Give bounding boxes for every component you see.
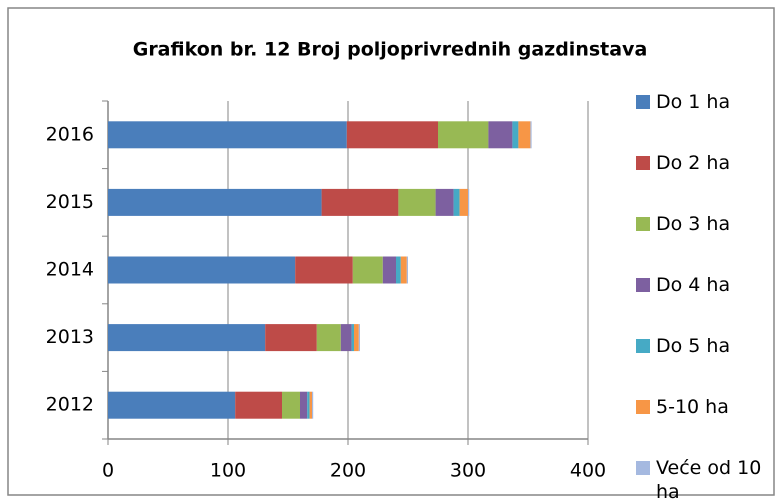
bar-segment xyxy=(295,256,353,284)
bar-segment xyxy=(400,256,407,284)
bar-segment xyxy=(108,256,296,284)
bar-segment xyxy=(316,324,341,352)
bar-segment xyxy=(382,256,396,284)
bar-segment xyxy=(108,324,266,352)
legend-swatch xyxy=(636,278,650,292)
bar-segment xyxy=(435,188,454,216)
legend-label: Do 1 ha xyxy=(656,91,731,113)
bar-segment xyxy=(108,121,347,149)
bar-segment xyxy=(488,121,513,149)
bar-segment xyxy=(438,121,489,149)
bar-segment xyxy=(282,391,300,419)
bar-segment xyxy=(512,121,519,149)
legend-swatch xyxy=(636,400,650,414)
bar-segment xyxy=(459,188,468,216)
bar-segment xyxy=(108,188,322,216)
bar-segment xyxy=(354,324,359,352)
legend-item: Do 3 ha xyxy=(636,212,774,236)
bar-segment xyxy=(406,256,408,284)
legend-label: Do 5 ha xyxy=(656,335,731,357)
legend-item: Do 5 ha xyxy=(636,334,774,358)
legend-item: Do 4 ha xyxy=(636,273,774,297)
bar-segment xyxy=(312,391,314,419)
bar-segment xyxy=(309,391,312,419)
legend-item: 5-10 ha xyxy=(636,395,774,419)
bar-segment xyxy=(352,256,383,284)
bar-segment xyxy=(108,391,236,419)
y-tick-label: 2013 xyxy=(46,326,94,348)
legend-item: Do 1 ha xyxy=(636,90,774,114)
legend-swatch xyxy=(636,339,650,353)
bar-segment xyxy=(396,256,401,284)
legend-label: Veće od 10 ha xyxy=(656,457,762,503)
bar-segment xyxy=(307,391,310,419)
y-tick-label: 2015 xyxy=(46,191,94,213)
y-tick-label: 2014 xyxy=(46,259,94,281)
legend-label: Do 2 ha xyxy=(656,152,731,174)
y-tick-label: 2016 xyxy=(46,123,94,145)
bar-segment xyxy=(398,188,436,216)
y-tick-label: 2012 xyxy=(46,394,94,416)
bar-segment xyxy=(265,324,317,352)
chart-title: Grafikon br. 12 Broj poljoprivrednih gaz… xyxy=(133,39,648,61)
legend-label: Do 3 ha xyxy=(656,213,731,235)
legend-swatch xyxy=(636,156,650,170)
bar-segment xyxy=(235,391,282,419)
bar-segment xyxy=(468,188,470,216)
legend-item: Veće od 10 ha xyxy=(636,456,774,503)
bar-segment xyxy=(321,188,399,216)
bar-segment xyxy=(453,188,460,216)
bar-segment xyxy=(518,121,531,149)
legend-swatch xyxy=(636,95,650,109)
bar-segment xyxy=(530,121,532,149)
legend-swatch xyxy=(636,217,650,231)
bar-segment xyxy=(358,324,360,352)
legend-label: Do 4 ha xyxy=(656,274,731,296)
x-tick-label: 100 xyxy=(210,460,246,482)
x-tick-label: 400 xyxy=(570,460,606,482)
bar-segment xyxy=(351,324,354,352)
x-tick-label: 0 xyxy=(102,460,114,482)
bar-segment xyxy=(300,391,308,419)
bar-segment xyxy=(340,324,352,352)
chart-border xyxy=(7,7,775,496)
legend-item: Do 2 ha xyxy=(636,151,774,175)
bar-segment xyxy=(346,121,438,149)
legend-label: 5-10 ha xyxy=(656,396,729,418)
x-tick-label: 200 xyxy=(330,460,366,482)
legend-swatch xyxy=(636,461,650,475)
x-tick-label: 300 xyxy=(450,460,486,482)
